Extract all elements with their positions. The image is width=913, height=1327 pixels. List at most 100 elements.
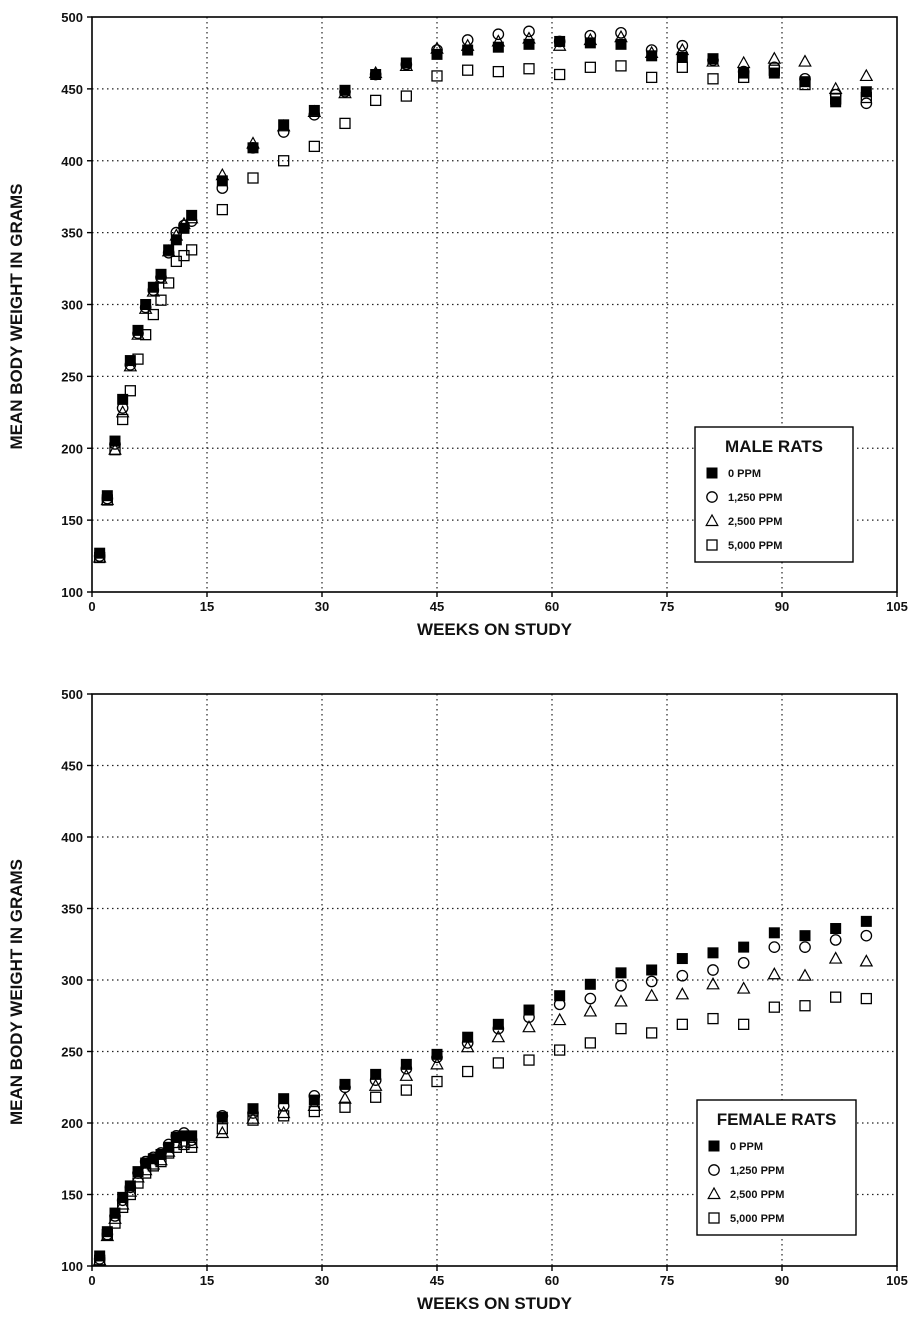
data-point [646, 1027, 658, 1039]
data-point [431, 1075, 443, 1088]
x-tick-label: 60 [545, 1273, 559, 1288]
data-point [278, 1110, 290, 1122]
data-point [552, 1012, 567, 1026]
data-point [799, 941, 811, 953]
data-point [706, 977, 720, 990]
data-point [431, 70, 443, 82]
data-point [216, 175, 228, 187]
data-point [676, 969, 689, 982]
data-point [430, 41, 444, 54]
data-point [523, 25, 535, 38]
data-point [615, 60, 627, 72]
data-point [246, 136, 260, 149]
y-tick-label: 300 [61, 973, 83, 988]
data-point [123, 1184, 138, 1197]
data-point [830, 991, 842, 1003]
data-point [462, 64, 474, 76]
x-tick-label: 45 [430, 1273, 444, 1288]
x-axis-title: WEEKS ON STUDY [417, 1294, 573, 1313]
y-tick-label: 500 [61, 687, 83, 702]
x-tick-label: 75 [660, 599, 674, 614]
legend-label: 2,500 PPM [728, 516, 782, 528]
data-point [738, 71, 750, 84]
data-point [170, 255, 182, 268]
data-point [138, 301, 153, 314]
data-point [554, 990, 566, 1002]
male-rats-panel: 0 15 30 45 60 75 90 105 100 150 200 250 300 350 400 450… [7, 10, 908, 639]
x-tick-label: 0 [88, 1273, 95, 1288]
data-point [523, 1004, 535, 1016]
data-point [216, 182, 229, 194]
data-point [859, 954, 874, 967]
data-point [828, 951, 843, 964]
data-point [768, 1001, 780, 1013]
legend-label: 5,000 PPM [730, 1213, 784, 1225]
data-point [584, 61, 596, 73]
data-point [116, 1194, 129, 1207]
data-point [124, 385, 136, 397]
data-point [140, 329, 152, 341]
data-point [646, 71, 658, 84]
data-point [676, 1018, 688, 1030]
data-point [307, 104, 322, 117]
data-point [554, 1044, 566, 1056]
data-point [553, 998, 566, 1011]
y-tick-label: 450 [61, 759, 83, 774]
data-point [100, 1228, 115, 1242]
data-point [522, 1019, 536, 1033]
data-point [147, 308, 159, 321]
x-tick-label: 90 [775, 599, 789, 614]
data-point [461, 34, 474, 46]
legend-marker [706, 491, 718, 503]
female-rats-panel: 0 15 30 45 60 75 90 105 100 150 200 250 300 350 400 450… [7, 687, 908, 1313]
data-point [799, 76, 811, 88]
legend-label: 1,250 PPM [728, 492, 782, 504]
data-point [798, 968, 812, 981]
data-point [522, 31, 536, 44]
data-point [399, 58, 414, 71]
data-point [163, 277, 175, 289]
data-point [140, 1167, 152, 1179]
x-tick-label: 45 [430, 599, 444, 614]
data-point [491, 34, 506, 47]
data-point [339, 1078, 351, 1090]
data-point [859, 68, 874, 82]
x-tick-label: 30 [315, 1273, 329, 1288]
data-point [676, 51, 688, 63]
data-point [645, 44, 658, 56]
data-point [615, 1022, 627, 1035]
data-point [400, 90, 412, 102]
data-point [247, 1107, 259, 1119]
data-point [738, 941, 750, 953]
data-point [676, 39, 689, 52]
data-point [178, 1127, 190, 1139]
data-point [860, 97, 873, 110]
data-point [614, 994, 628, 1007]
data-point [109, 1210, 121, 1222]
data-point [491, 1029, 506, 1043]
y-tick-label: 350 [61, 226, 83, 241]
data-point [492, 65, 504, 78]
y-tick-label: 100 [61, 1259, 83, 1274]
data-point [278, 1093, 290, 1105]
data-point [109, 1217, 121, 1229]
data-point [338, 85, 352, 99]
data-point [339, 117, 351, 130]
x-tick-label: 15 [200, 599, 214, 614]
data-point [277, 126, 290, 138]
data-point [247, 172, 259, 184]
data-point [860, 992, 872, 1005]
data-point [186, 244, 198, 256]
data-point [799, 1000, 811, 1012]
data-point [552, 38, 567, 51]
data-point [124, 1188, 136, 1201]
data-point [170, 1130, 183, 1142]
data-point [215, 167, 230, 181]
data-point [492, 1018, 504, 1030]
data-point [116, 402, 129, 414]
data-point [117, 1201, 129, 1214]
data-point [109, 444, 121, 456]
data-point [123, 359, 138, 372]
legend-marker [708, 1212, 720, 1224]
